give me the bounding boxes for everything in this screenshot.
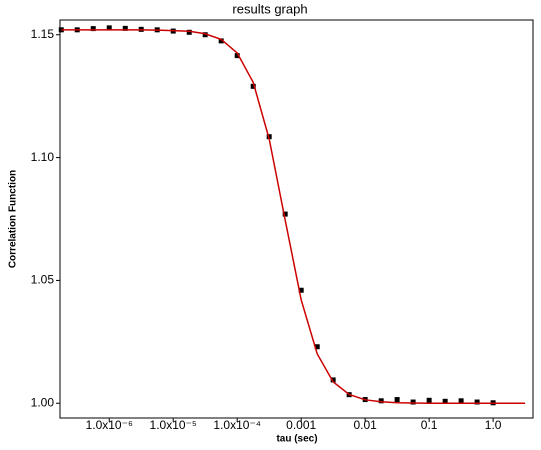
fit-line	[61, 29, 526, 405]
data-point	[106, 25, 112, 31]
x-tick-label: 1.0	[485, 418, 502, 432]
data-point	[410, 399, 416, 405]
data-point	[474, 399, 480, 405]
data-point	[442, 398, 448, 404]
y-tick-label: 1.15	[31, 27, 55, 41]
data-point	[122, 25, 128, 31]
x-axis-label: tau (sec)	[276, 434, 317, 445]
x-tick-label: 1.0x10⁻⁴	[213, 418, 261, 432]
data-point	[250, 83, 256, 89]
data-point	[426, 397, 432, 403]
x-tick-label: 1.0x10⁻⁵	[150, 418, 197, 432]
plot-frame	[59, 19, 534, 419]
y-tick-label: 1.05	[31, 273, 55, 287]
y-tick-label: 1.10	[31, 150, 55, 164]
data-point	[186, 29, 192, 35]
data-point	[218, 38, 224, 44]
x-tick-label: 1.0x10⁻⁶	[86, 418, 133, 432]
data-point	[378, 398, 384, 404]
data-point	[282, 211, 288, 217]
data-point	[202, 32, 208, 38]
y-axis-label: Correlation Function	[8, 170, 19, 268]
x-tick-label: 0.01	[353, 418, 377, 432]
data-point	[298, 287, 304, 293]
x-tick-label: 0.001	[286, 418, 316, 432]
data-point	[234, 53, 240, 59]
data-point	[458, 398, 464, 404]
chart-title: results graph	[232, 1, 307, 16]
data-point	[90, 26, 96, 32]
data-point	[394, 397, 400, 403]
data-point	[314, 344, 320, 350]
data-point	[330, 377, 336, 383]
x-tick-label: 0.1	[421, 418, 438, 432]
y-tick-label: 1.00	[31, 395, 55, 409]
